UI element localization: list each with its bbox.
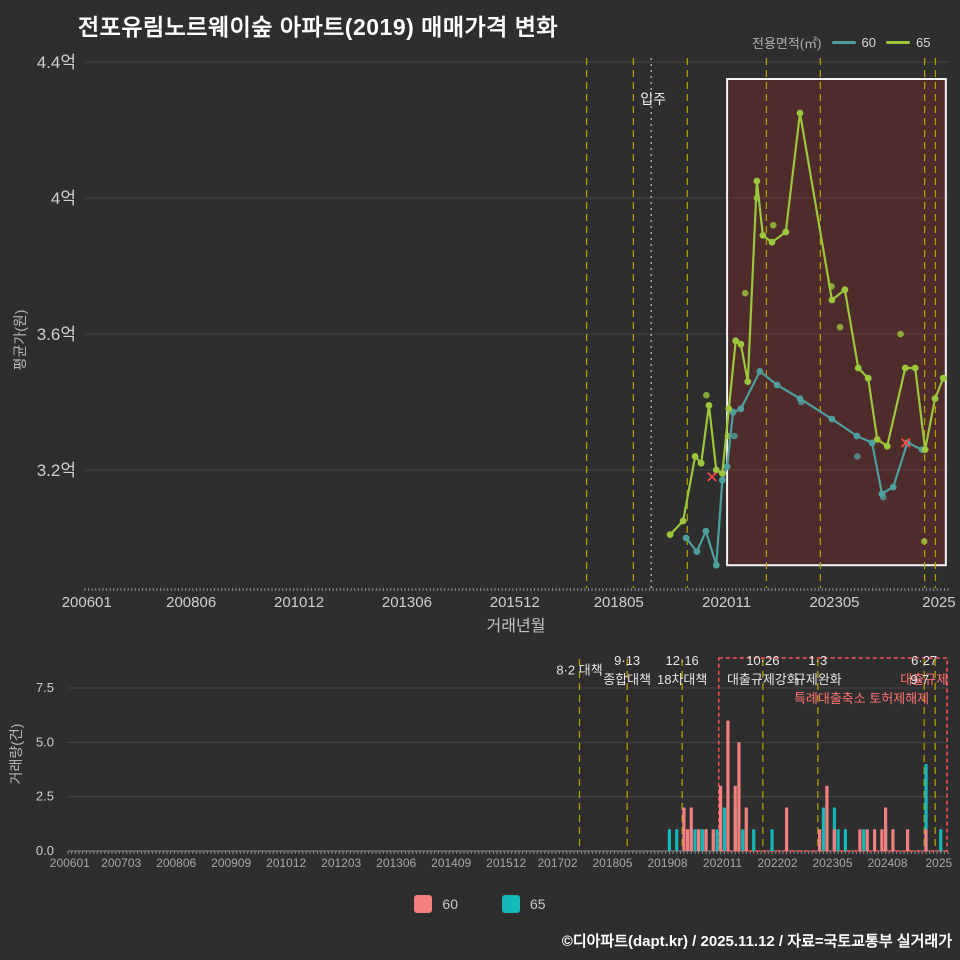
svg-text:대출규제: 대출규제 xyxy=(900,672,948,687)
legend-bottom-65-label: 65 xyxy=(530,896,546,912)
svg-text:201409: 201409 xyxy=(431,856,471,870)
footer-credit: ©디아파트(dapt.kr) / 2025.11.12 / 자료=국토교통부 실… xyxy=(561,933,952,950)
svg-text:200806: 200806 xyxy=(156,856,196,870)
volume-chart: 0.0 2.5 5.0 7.5 200601 200703 200806 200909 2010… xyxy=(36,653,953,870)
svg-text:201012: 201012 xyxy=(274,594,324,611)
bar-65-swatch xyxy=(502,895,520,913)
legend-item-60-label: 60 xyxy=(861,35,876,50)
svg-text:202011: 202011 xyxy=(702,594,751,611)
legend-item-60: 60 xyxy=(831,35,876,50)
svg-text:대출규제강화: 대출규제강화 xyxy=(727,672,799,687)
svg-text:2025: 2025 xyxy=(922,594,955,611)
svg-text:6·27: 6·27 xyxy=(911,653,937,668)
legend-item-65: 65 xyxy=(885,35,931,50)
svg-text:201702: 201702 xyxy=(537,856,577,870)
svg-text:201805: 201805 xyxy=(592,856,632,870)
svg-text:규제완화: 규제완화 xyxy=(794,672,842,687)
svg-text:201012: 201012 xyxy=(266,856,306,870)
svg-text:200909: 200909 xyxy=(211,856,251,870)
legend-bottom-item-60: 60 xyxy=(414,895,458,913)
svg-text:8·2 대책: 8·2 대책 xyxy=(556,663,602,678)
svg-text:4.4억: 4.4억 xyxy=(37,53,76,72)
svg-text:4억: 4억 xyxy=(51,189,76,208)
svg-text:201306: 201306 xyxy=(382,594,432,611)
svg-text:종합대책: 종합대책 xyxy=(603,672,651,687)
svg-text:202011: 202011 xyxy=(703,856,742,870)
svg-text:201512: 201512 xyxy=(490,594,540,611)
series-65-line-swatch xyxy=(885,41,910,44)
svg-text:18차대책: 18차대책 xyxy=(657,672,707,687)
svg-text:200806: 200806 xyxy=(166,594,216,611)
svg-text:202408: 202408 xyxy=(867,856,907,870)
legend-bottom-item-65: 65 xyxy=(502,895,546,913)
legend-top: 전용면적(㎡) 60 65 xyxy=(752,33,930,52)
svg-text:201306: 201306 xyxy=(376,856,416,870)
svg-text:5.0: 5.0 xyxy=(36,734,54,749)
svg-text:201805: 201805 xyxy=(594,594,644,611)
svg-text:1·3: 1·3 xyxy=(808,653,827,668)
svg-text:200703: 200703 xyxy=(101,856,141,870)
legend-bottom: 60 65 xyxy=(0,895,960,913)
price-chart: 3.2억 3.6억 4억 4.4억 200601 200806 201012 201306 20… xyxy=(37,53,956,611)
svg-text:3.6억: 3.6억 xyxy=(37,325,76,344)
svg-text:202305: 202305 xyxy=(809,594,859,611)
svg-text:202305: 202305 xyxy=(812,856,852,870)
svg-text:200601: 200601 xyxy=(62,594,112,611)
svg-text:201908: 201908 xyxy=(647,856,687,870)
svg-text:9·7: 9·7 xyxy=(910,672,929,687)
legend-item-65-label: 65 xyxy=(915,35,931,50)
series-60-line-swatch xyxy=(831,41,856,44)
svg-text:10·26: 10·26 xyxy=(746,653,779,668)
svg-text:9·13: 9·13 xyxy=(614,653,640,668)
svg-text:202202: 202202 xyxy=(757,856,797,870)
legend-top-label: 전용면적(㎡) xyxy=(752,36,822,51)
svg-text:201512: 201512 xyxy=(486,856,526,870)
svg-text:12·16: 12·16 xyxy=(666,653,699,668)
svg-text:7.5: 7.5 xyxy=(36,680,54,695)
bar-60-swatch xyxy=(414,895,433,913)
svg-text:2.5: 2.5 xyxy=(36,789,54,804)
legend-bottom-60-label: 60 xyxy=(442,896,458,912)
page-title: 전포유림노르웨이숲 아파트(2019) 매매가격 변화 xyxy=(78,14,559,40)
svg-text:200601: 200601 xyxy=(50,856,90,870)
svg-text:입주: 입주 xyxy=(640,91,666,107)
svg-text:2025: 2025 xyxy=(925,856,952,870)
svg-text:특례대출축소 토허제해제: 특례대출축소 토허제해제 xyxy=(794,691,929,706)
svg-text:201203: 201203 xyxy=(321,856,361,870)
svg-text:0.0: 0.0 xyxy=(36,843,54,858)
price-xaxis-title: 거래년월 xyxy=(486,618,546,635)
svg-text:3.2억: 3.2억 xyxy=(37,461,76,480)
